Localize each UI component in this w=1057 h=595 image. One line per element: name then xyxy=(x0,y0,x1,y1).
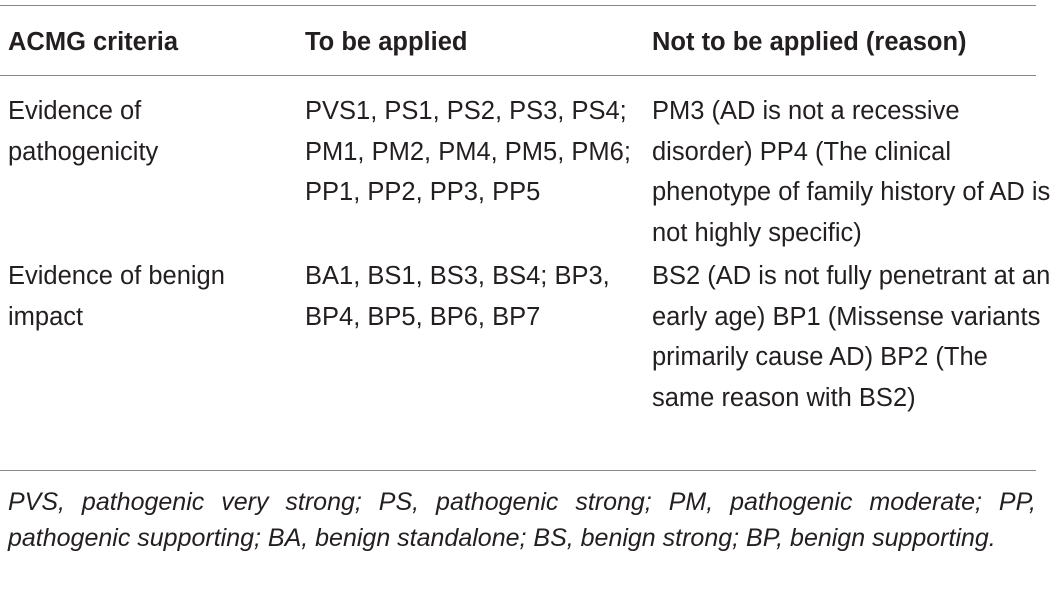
cell: BS2 (AD is not fully penetrant at an ear… xyxy=(652,262,1051,412)
top-rule xyxy=(0,5,1036,6)
cell: Evidence of benign impact xyxy=(8,262,225,331)
header-rule xyxy=(0,75,1036,76)
cell: Evidence of pathogenicity xyxy=(8,97,159,166)
header-cell: To be applied xyxy=(305,28,468,56)
bottom-rule xyxy=(0,470,1036,471)
header-cell: ACMG criteria xyxy=(8,28,179,56)
header-cell: Not to be applied (reason) xyxy=(652,28,967,56)
cell: BA1, BS1, BS3, BS4; BP3, BP4, BP5, BP6, … xyxy=(305,262,610,331)
footnote: PVS, pathogenic very strong; PS, pathoge… xyxy=(8,488,1036,552)
cell: PVS1, PS1, PS2, PS3, PS4; PM1, PM2, PM4,… xyxy=(305,97,631,206)
cell: PM3 (AD is not a recessive disorder) PP4… xyxy=(652,97,1051,247)
